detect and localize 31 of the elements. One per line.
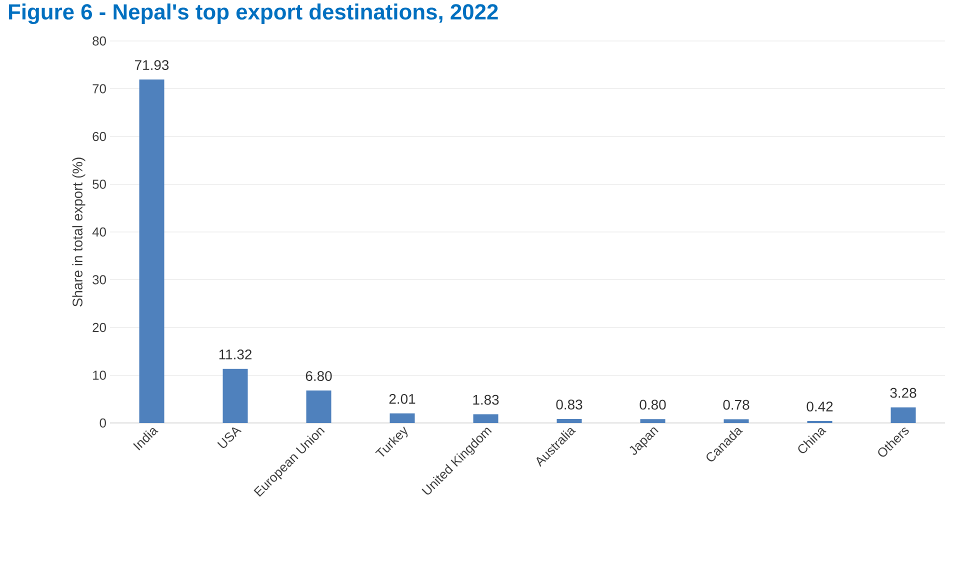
chart-title: Figure 6 - Nepal's top export destinations, 2022	[9, 4, 498, 24]
bar	[890, 407, 916, 423]
bar	[640, 419, 666, 423]
bar	[473, 414, 498, 423]
y-tick-label: 40	[92, 227, 106, 237]
y-tick-label: 30	[92, 275, 106, 284]
y-tick-label: 50	[92, 180, 106, 189]
data-label: 11.32	[219, 350, 252, 360]
y-tick-label: 20	[92, 322, 106, 332]
data-label: 71.93	[135, 60, 169, 70]
data-label: 0.80	[640, 400, 666, 410]
bar	[724, 419, 749, 423]
bar	[390, 413, 415, 423]
data-label: 0.83	[556, 400, 582, 410]
data-label: 2.01	[389, 394, 416, 404]
y-tick-label: 0	[100, 418, 106, 428]
data-label: 3.28	[890, 388, 916, 398]
x-tick-label: USA	[217, 427, 242, 448]
data-label: 6.80	[306, 371, 332, 381]
y-tick-label: 70	[92, 84, 106, 94]
data-label: 1.83	[473, 394, 499, 405]
bar	[306, 390, 332, 423]
bar	[222, 368, 248, 423]
data-label: 0.42	[806, 402, 833, 412]
y-tick-label: 60	[92, 132, 106, 142]
bar	[139, 80, 164, 423]
bar	[556, 419, 582, 423]
data-label: 0.78	[723, 400, 750, 410]
y-tick-label: 80	[92, 36, 106, 46]
y-tick-label: 10	[93, 370, 106, 380]
y-axis-title: Share in total export (%)	[72, 158, 86, 307]
